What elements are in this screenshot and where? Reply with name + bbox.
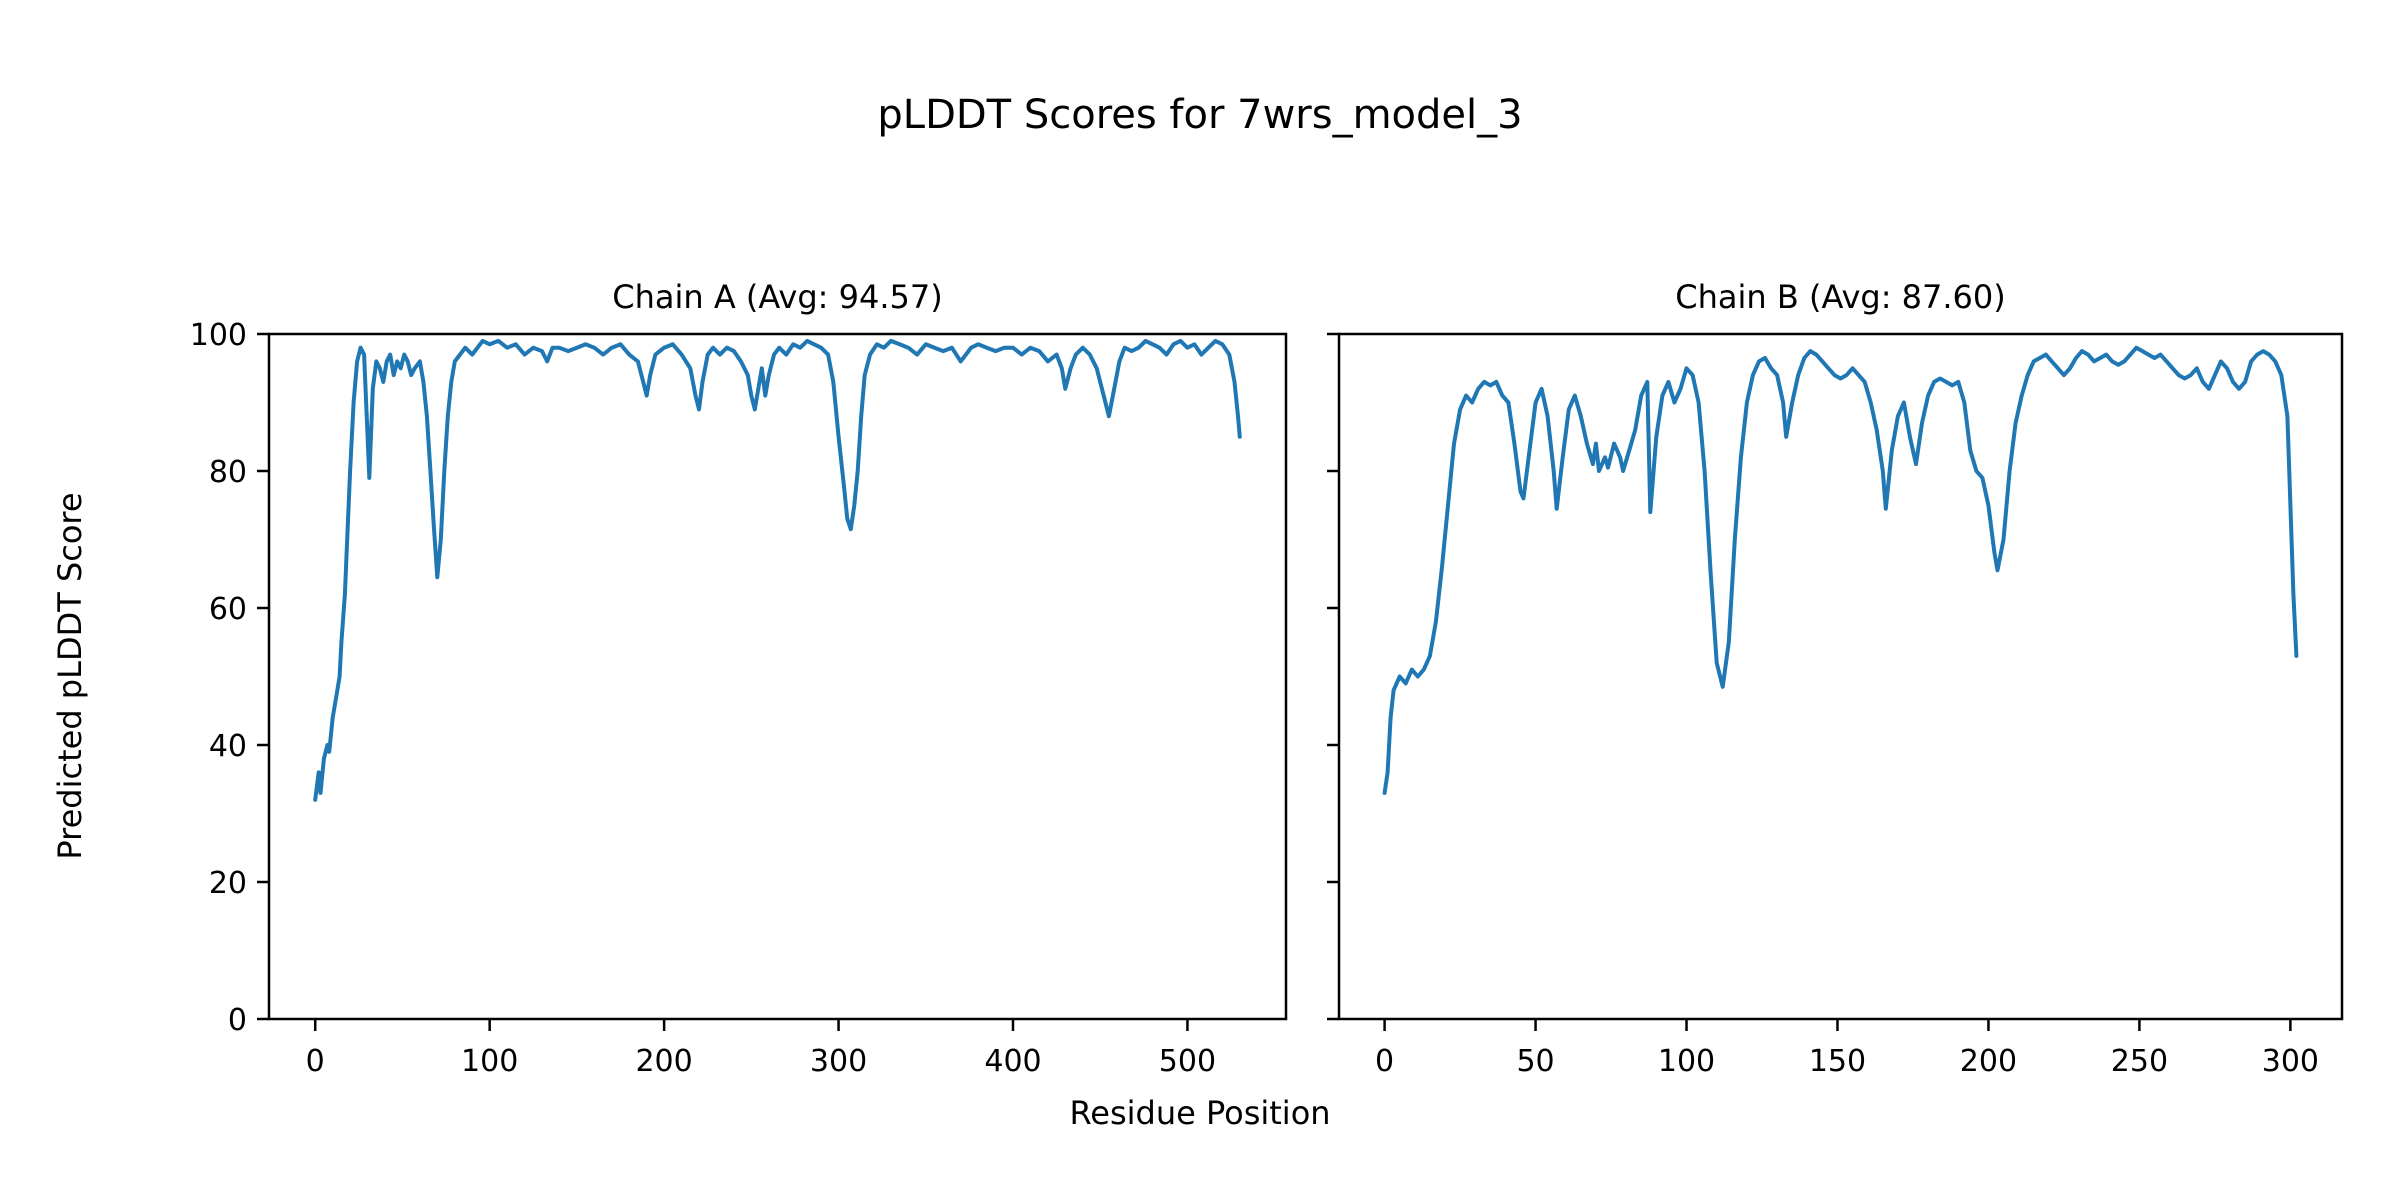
y-tick-label: 20 bbox=[209, 866, 247, 901]
x-tick-label: 0 bbox=[1375, 1044, 1394, 1079]
chain-a-plot: 0 100 200 300 400 500 0 20 40 60 80 100 bbox=[190, 318, 1288, 1079]
x-tick-label: 150 bbox=[1809, 1044, 1866, 1079]
axes-frame bbox=[267, 332, 1288, 1021]
x-tick-label: 300 bbox=[810, 1044, 867, 1079]
x-tick-label: 100 bbox=[1658, 1044, 1715, 1079]
subplot-title-chain-a: Chain A (Avg: 94.57) bbox=[612, 278, 943, 316]
x-tick-label: 0 bbox=[306, 1044, 325, 1079]
y-tick-label: 100 bbox=[190, 318, 247, 353]
series-line bbox=[1382, 345, 2299, 795]
x-tick-label: 200 bbox=[635, 1044, 692, 1079]
y-tick-label: 40 bbox=[209, 729, 247, 764]
y-tick-label: 60 bbox=[209, 592, 247, 627]
x-tick-label: 500 bbox=[1159, 1044, 1216, 1079]
y-axis-label: Predicted pLDDT Score bbox=[51, 492, 89, 860]
x-axis-label: Residue Position bbox=[1069, 1094, 1331, 1132]
x-tick-label: 50 bbox=[1516, 1044, 1554, 1079]
y-tick-label: 80 bbox=[209, 455, 247, 490]
chain-b-plot: 0 50 100 150 200 250 300 bbox=[1327, 332, 2344, 1079]
x-tick-label: 200 bbox=[1960, 1044, 2017, 1079]
x-tick-label: 250 bbox=[2111, 1044, 2168, 1079]
y-tick-label: 0 bbox=[228, 1003, 247, 1038]
x-tick-label: 100 bbox=[461, 1044, 518, 1079]
x-tick-label: 400 bbox=[984, 1044, 1041, 1079]
axes-frame bbox=[1337, 332, 2344, 1021]
series-line bbox=[313, 338, 1242, 802]
figure-title: pLDDT Scores for 7wrs_model_3 bbox=[877, 92, 1523, 138]
subplot-title-chain-b: Chain B (Avg: 87.60) bbox=[1675, 278, 2006, 316]
x-tick-label: 300 bbox=[2262, 1044, 2319, 1079]
